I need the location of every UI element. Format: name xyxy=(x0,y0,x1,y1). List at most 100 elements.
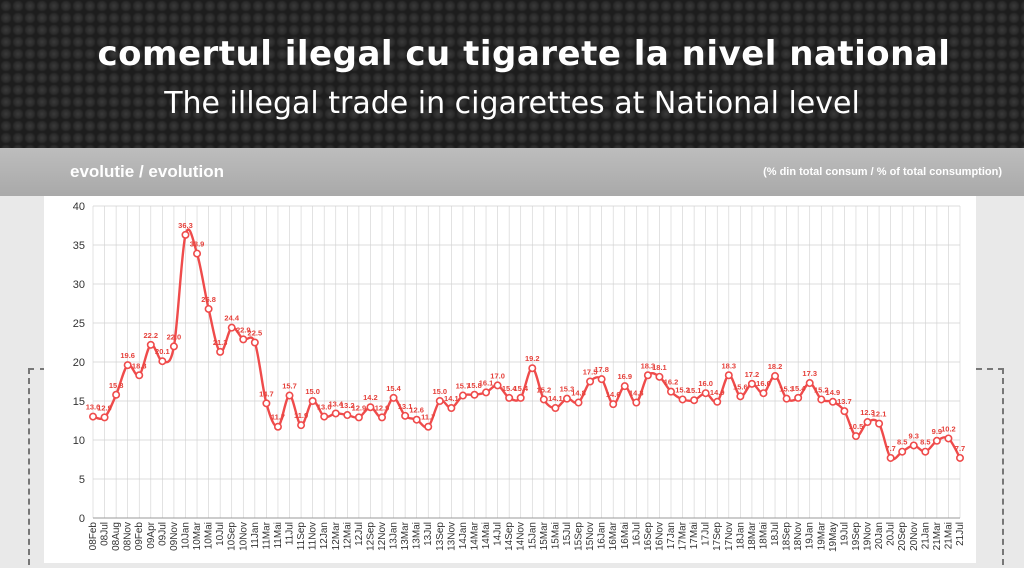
x-tick-label: 21Jan xyxy=(920,522,931,549)
data-point xyxy=(678,395,687,404)
data-point xyxy=(620,382,629,391)
x-tick-label: 15Sep xyxy=(574,522,585,551)
data-point xyxy=(875,419,884,428)
data-label: 24.4 xyxy=(224,314,239,323)
data-label: 15.3 xyxy=(560,385,575,394)
x-tick-label: 12Nov xyxy=(377,522,388,551)
y-tick-label: 10 xyxy=(73,435,85,447)
data-point xyxy=(690,396,699,405)
data-label: 17.8 xyxy=(594,365,609,374)
x-tick-label: 14Mai xyxy=(481,522,492,549)
data-point xyxy=(724,371,733,380)
chart-panel: 0 5 10 15 20 25 30 35 40 08Feb 08Jul 08Aug 08Nov 09Fe… xyxy=(44,196,976,563)
data-label: 13.4 xyxy=(328,399,343,408)
data-point xyxy=(204,304,213,313)
x-tick-label: 09Nov xyxy=(169,522,180,551)
data-point xyxy=(100,413,109,422)
data-label: 13.2 xyxy=(340,401,355,410)
data-point xyxy=(285,391,294,400)
data-label: 7.7 xyxy=(955,444,965,453)
x-tick-label: 12Mar xyxy=(331,521,342,550)
page-subtitle: The illegal trade in cigarettes at Natio… xyxy=(164,86,860,121)
data-label: 15.1 xyxy=(687,386,702,395)
y-tick-label: 40 xyxy=(73,201,85,213)
data-label: 14.8 xyxy=(629,389,644,398)
x-tick-label: 20Jan xyxy=(874,522,885,549)
data-label: 21.3 xyxy=(213,338,228,347)
x-tick-label: 11Mar xyxy=(261,521,272,549)
chart-section-label: evolutie / evolution xyxy=(70,162,224,181)
x-tick-label: 21Jul xyxy=(955,522,966,546)
data-point xyxy=(713,397,722,406)
data-point xyxy=(493,381,502,390)
x-tick-label: 12Jul xyxy=(354,522,365,546)
data-point xyxy=(216,347,225,356)
data-point xyxy=(805,379,814,388)
data-label: 14.1 xyxy=(444,394,459,403)
x-tick-label: 08Feb xyxy=(88,522,99,551)
x-tick-label: 18Mai xyxy=(758,522,769,549)
data-point xyxy=(771,372,780,381)
data-point xyxy=(227,323,236,332)
x-tick-label: 17Jan xyxy=(666,522,677,549)
data-point xyxy=(505,393,514,402)
data-point xyxy=(932,436,941,445)
y-tick-label: 20 xyxy=(73,357,85,369)
data-point xyxy=(701,389,710,398)
data-point xyxy=(320,412,329,421)
data-label: 10.2 xyxy=(941,424,956,433)
data-point xyxy=(643,371,652,380)
data-label: 22.2 xyxy=(143,331,158,340)
line-chart: 0 5 10 15 20 25 30 35 40 08Feb 08Jul 08Aug 08Nov 09Fe… xyxy=(73,201,966,552)
data-point xyxy=(389,393,398,402)
data-label: 14.8 xyxy=(571,389,586,398)
data-label: 15.4 xyxy=(502,384,517,393)
data-label: 12.9 xyxy=(97,403,112,412)
data-point xyxy=(794,393,803,402)
x-tick-label: 09Jul xyxy=(157,522,168,546)
data-point xyxy=(354,413,363,422)
data-point xyxy=(169,342,178,351)
data-point xyxy=(551,404,560,413)
x-tick-label: 20Nov xyxy=(909,522,920,551)
data-label: 26.8 xyxy=(201,295,216,304)
data-point xyxy=(863,418,872,427)
x-tick-label: 12Jan xyxy=(319,522,330,549)
dashed-frame-right xyxy=(976,368,1004,565)
x-tick-label: 21Mar xyxy=(932,521,943,550)
x-tick-label: 13Jan xyxy=(389,522,400,549)
data-point xyxy=(597,375,606,384)
data-label: 15.4 xyxy=(513,384,528,393)
x-tick-label: 19Jul xyxy=(839,522,850,546)
y-tick-label: 30 xyxy=(73,279,85,291)
x-tick-label: 20Sep xyxy=(897,522,908,551)
x-tick-label: 10Jan xyxy=(180,522,191,549)
x-tick-label: 14Jan xyxy=(458,522,469,549)
x-tick-label: 17Jul xyxy=(701,522,712,546)
data-point xyxy=(135,371,144,380)
data-point xyxy=(516,393,525,402)
y-tick-label: 25 xyxy=(73,318,85,330)
x-tick-label: 18Nov xyxy=(793,522,804,551)
data-label: 15.0 xyxy=(432,387,447,396)
data-point xyxy=(262,399,271,408)
y-tick-label: 15 xyxy=(73,396,85,408)
data-point xyxy=(828,397,837,406)
data-label: 18.3 xyxy=(132,361,147,370)
data-label: 12.9 xyxy=(352,403,367,412)
x-tick-label: 15Jan xyxy=(527,522,538,549)
data-point xyxy=(562,394,571,403)
x-tick-label: 08Nov xyxy=(123,522,134,551)
data-label: 13.7 xyxy=(837,397,852,406)
data-point xyxy=(921,447,930,456)
x-tick-label: 13Mar xyxy=(400,521,411,550)
data-point xyxy=(424,422,433,431)
y-tick-label: 5 xyxy=(79,474,85,486)
data-point xyxy=(401,411,410,420)
x-tick-label: 14Nov xyxy=(516,522,527,551)
data-point xyxy=(193,249,202,258)
x-tick-label: 16Nov xyxy=(654,522,665,551)
header-banner: comertul ilegal cu tigarete la nivel nat… xyxy=(0,0,1024,148)
data-point xyxy=(759,389,768,398)
data-label: 15.2 xyxy=(675,385,690,394)
